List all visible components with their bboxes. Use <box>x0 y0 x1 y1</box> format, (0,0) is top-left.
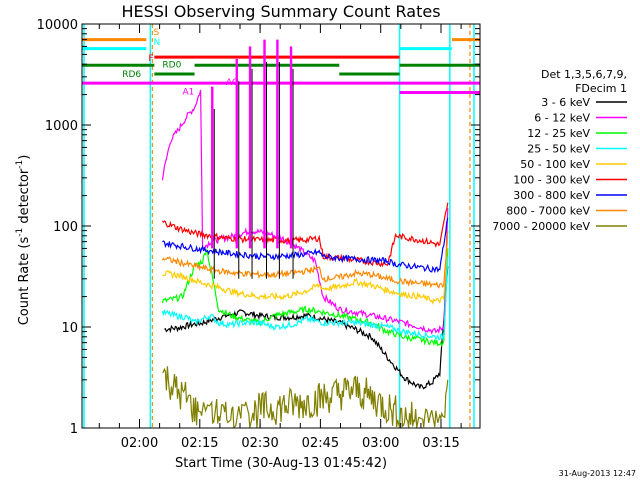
state-label-ao: AO <box>226 78 239 88</box>
series-line-3 <box>161 256 449 341</box>
legend-label: 300 - 800 keV <box>513 189 590 202</box>
legend: Det 1,3,5,6,7,9, FDecim 1 3 - 6 keV 6 - 1… <box>492 68 627 233</box>
x-tick-label: 02:00 <box>121 436 158 451</box>
legend-label: 6 - 12 keV <box>534 112 590 125</box>
state-label-rd6: RD6 <box>122 70 141 80</box>
series-line-8 <box>162 366 449 429</box>
legend-header-fdecim: FDecim 1 <box>575 82 627 95</box>
y-axis-label: Count Rate (s-1 detector-1) <box>15 155 32 326</box>
series-line-2 <box>161 248 449 348</box>
y-tick-label: 10 <box>61 321 78 336</box>
series-line-7 <box>161 230 449 289</box>
x-tick-label: 03:00 <box>362 436 399 451</box>
legend-header-detectors: Det 1,3,5,6,7,9, <box>541 68 627 81</box>
series-line-4 <box>162 235 449 305</box>
legend-label: 12 - 25 keV <box>527 127 590 140</box>
legend-label: 100 - 300 keV <box>513 174 590 187</box>
series-line-5 <box>161 202 449 268</box>
x-tick-label: 03:15 <box>422 436 459 451</box>
state-label-s: S <box>154 28 160 38</box>
axes: 1 10 100 1000 10000 02:00 02:15 02:30 02:45 03:00… <box>37 18 481 451</box>
series-line-1 <box>161 89 449 335</box>
x-tick-label: 02:15 <box>181 436 218 451</box>
state-label-rd0: RD0 <box>162 61 181 71</box>
series-line-6 <box>162 217 449 274</box>
x-tick-label: 02:30 <box>241 436 278 451</box>
y-tick-label: 10000 <box>37 18 78 33</box>
state-label-n: N <box>154 38 161 48</box>
legend-label: 800 - 7000 keV <box>506 205 590 218</box>
x-axis-label: Start Time (30-Aug-13 01:45:42) <box>175 456 387 471</box>
chart-title: HESSI Observing Summary Count Rates <box>121 2 440 21</box>
legend-label: 3 - 6 keV <box>541 96 590 109</box>
plot-frame <box>81 23 481 429</box>
y-tick-label: 1 <box>70 422 78 437</box>
x-tick-label: 02:45 <box>302 436 339 451</box>
plot-area: SNF RD0 RD6 AO A1 <box>82 24 480 429</box>
date-stamp: 31-Aug-2013 12:47 <box>559 469 636 478</box>
series-line-0 <box>164 266 449 390</box>
y-tick-label: 100 <box>53 220 78 235</box>
state-label-a1: A1 <box>183 88 195 98</box>
y-tick-label: 1000 <box>45 119 78 134</box>
legend-label: 50 - 100 keV <box>520 158 590 171</box>
legend-label: 25 - 50 keV <box>527 143 590 156</box>
state-label-f: F <box>148 54 153 64</box>
legend-label: 7000 - 20000 keV <box>492 220 590 233</box>
